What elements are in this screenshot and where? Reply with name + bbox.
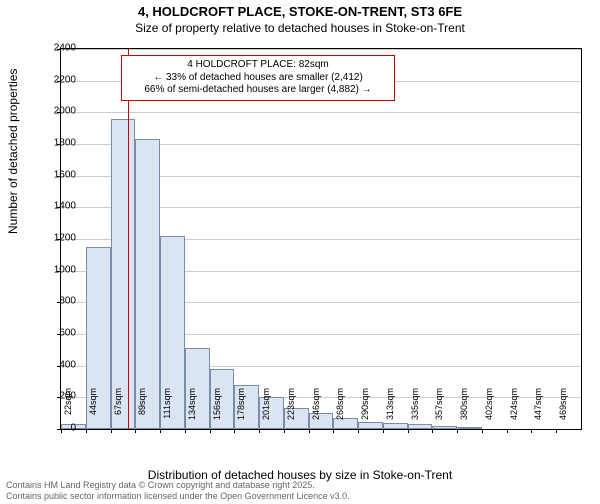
x-tick-mark xyxy=(259,429,260,433)
x-tick-label: 44sqm xyxy=(88,388,98,415)
footer-attribution: Contains HM Land Registry data © Crown c… xyxy=(6,480,350,502)
plot-area: 4 HOLDCROFT PLACE: 82sqm← 33% of detache… xyxy=(60,48,582,430)
y-tick-label: 1400 xyxy=(36,201,76,212)
x-tick-mark xyxy=(507,429,508,433)
x-tick-mark xyxy=(531,429,532,433)
x-tick-mark xyxy=(86,429,87,433)
x-tick-label: 67sqm xyxy=(113,388,123,415)
y-tick-label: 2400 xyxy=(36,43,76,54)
chart-subtitle: Size of property relative to detached ho… xyxy=(0,21,600,35)
x-tick-label: 469sqm xyxy=(558,388,568,420)
y-axis-label: Number of detached properties xyxy=(6,69,20,234)
x-tick-mark xyxy=(408,429,409,433)
x-tick-mark xyxy=(185,429,186,433)
x-tick-mark xyxy=(457,429,458,433)
x-tick-label: 290sqm xyxy=(360,388,370,420)
x-tick-label: 313sqm xyxy=(385,388,395,420)
x-tick-label: 111sqm xyxy=(162,388,172,419)
x-tick-mark xyxy=(234,429,235,433)
x-tick-label: 268sqm xyxy=(335,388,345,420)
gridline xyxy=(61,112,581,113)
x-tick-mark xyxy=(358,429,359,433)
histogram-bar xyxy=(383,423,408,429)
x-tick-label: 380sqm xyxy=(459,388,469,420)
histogram-bar xyxy=(358,422,383,429)
x-tick-mark xyxy=(556,429,557,433)
x-tick-mark xyxy=(333,429,334,433)
x-tick-label: 335sqm xyxy=(410,388,420,420)
x-tick-label: 223sqm xyxy=(286,388,296,420)
annotation-line3: 66% of semi-detached houses are larger (… xyxy=(128,84,388,97)
x-tick-label: 447sqm xyxy=(533,388,543,420)
y-tick-label: 600 xyxy=(36,328,76,339)
y-tick-label: 400 xyxy=(36,359,76,370)
x-tick-label: 246sqm xyxy=(311,388,321,420)
annotation-line2: ← 33% of detached houses are smaller (2,… xyxy=(128,72,388,85)
y-tick-label: 0 xyxy=(36,423,76,434)
x-tick-label: 134sqm xyxy=(187,388,197,420)
footer-line1: Contains HM Land Registry data © Crown c… xyxy=(6,480,350,491)
footer-line2: Contains public sector information licen… xyxy=(6,491,350,502)
histogram-bar xyxy=(135,139,160,429)
x-tick-mark xyxy=(432,429,433,433)
histogram-bar xyxy=(432,426,457,429)
x-tick-label: 156sqm xyxy=(212,388,222,420)
gridline xyxy=(61,49,581,50)
x-tick-label: 178sqm xyxy=(236,388,246,420)
y-tick-label: 1800 xyxy=(36,138,76,149)
x-tick-label: 402sqm xyxy=(484,388,494,420)
x-tick-mark xyxy=(111,429,112,433)
x-tick-mark xyxy=(210,429,211,433)
x-tick-mark xyxy=(284,429,285,433)
x-tick-label: 89sqm xyxy=(137,388,147,415)
annotation-box: 4 HOLDCROFT PLACE: 82sqm← 33% of detache… xyxy=(121,55,395,101)
y-tick-label: 2200 xyxy=(36,74,76,85)
x-tick-mark xyxy=(160,429,161,433)
histogram-bar xyxy=(457,427,482,429)
x-tick-mark xyxy=(383,429,384,433)
histogram-bar xyxy=(111,119,136,429)
chart-title: 4, HOLDCROFT PLACE, STOKE-ON-TRENT, ST3 … xyxy=(0,4,600,19)
y-tick-label: 1200 xyxy=(36,233,76,244)
x-tick-label: 22sqm xyxy=(63,388,73,415)
x-tick-mark xyxy=(135,429,136,433)
y-tick-label: 2000 xyxy=(36,106,76,117)
x-tick-mark xyxy=(482,429,483,433)
chart-container: 4, HOLDCROFT PLACE, STOKE-ON-TRENT, ST3 … xyxy=(0,4,600,504)
x-tick-mark xyxy=(309,429,310,433)
marker-line xyxy=(128,49,129,429)
histogram-bar xyxy=(408,424,433,429)
x-tick-label: 201sqm xyxy=(261,388,271,420)
x-tick-label: 357sqm xyxy=(434,388,444,420)
y-tick-label: 1600 xyxy=(36,169,76,180)
annotation-line1: 4 HOLDCROFT PLACE: 82sqm xyxy=(128,59,388,72)
y-tick-label: 800 xyxy=(36,296,76,307)
y-tick-label: 1000 xyxy=(36,264,76,275)
x-tick-label: 424sqm xyxy=(509,388,519,420)
